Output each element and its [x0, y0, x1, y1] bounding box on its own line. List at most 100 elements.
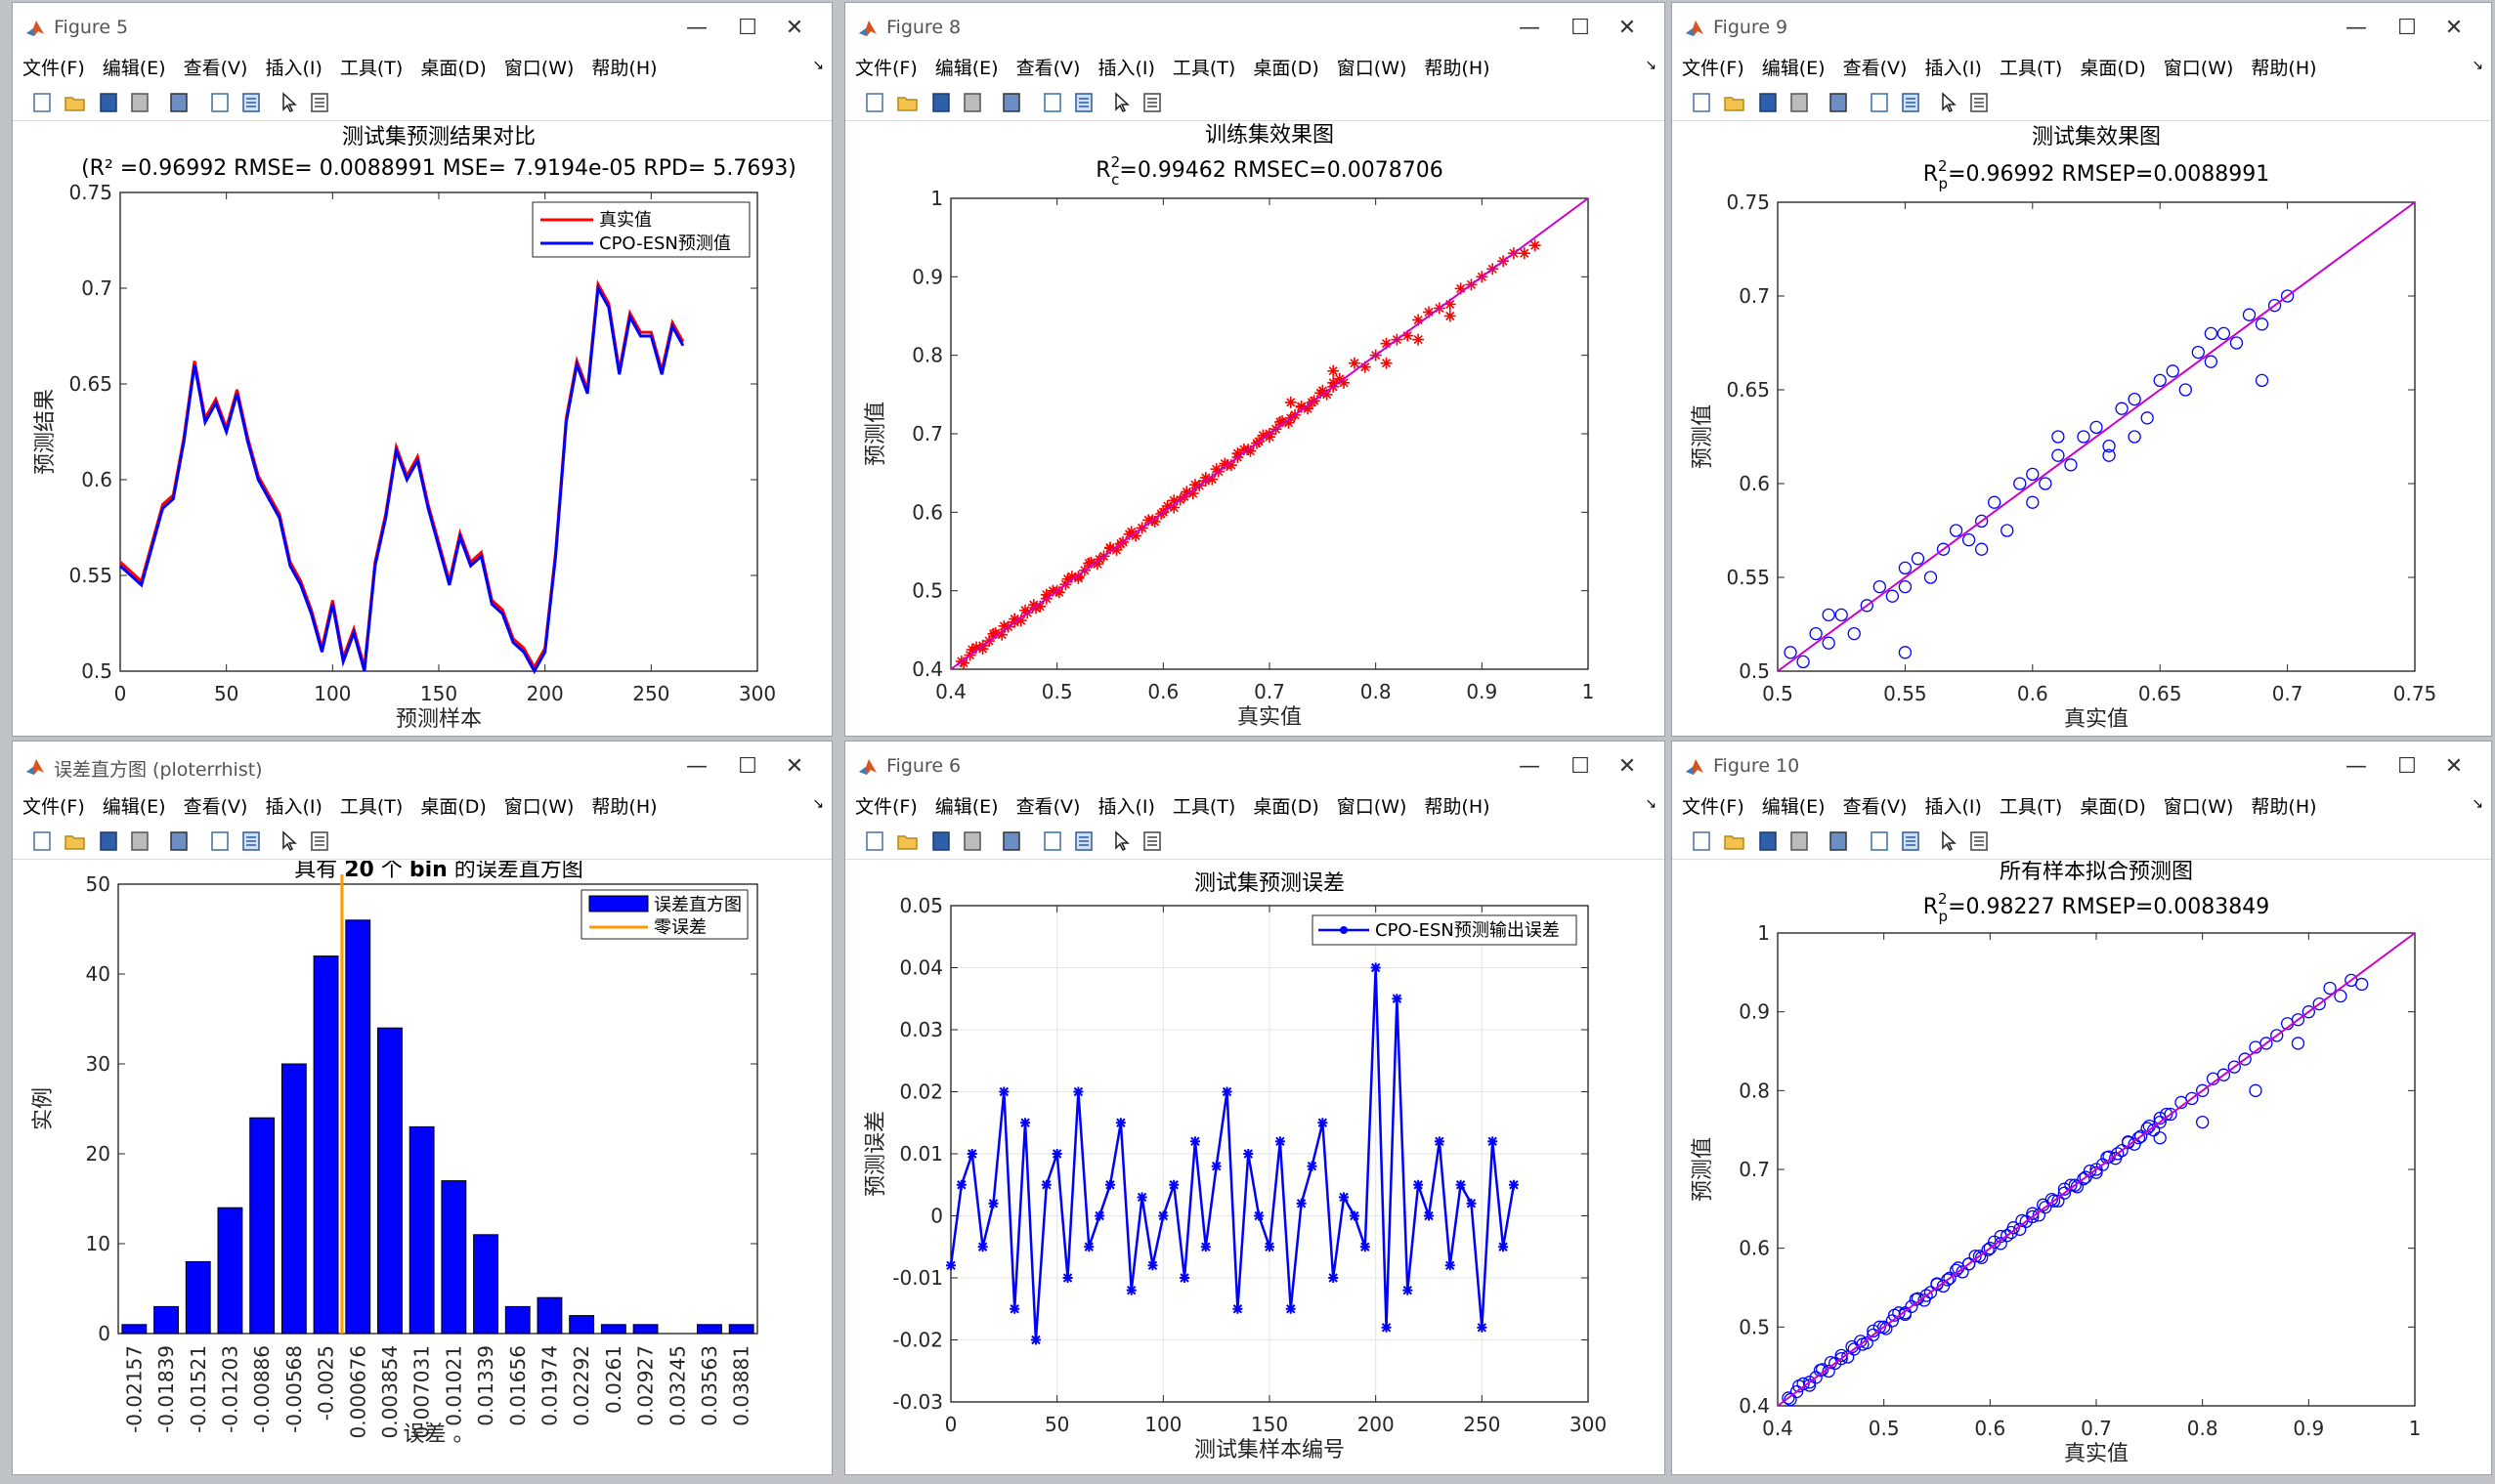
print-preview-icon[interactable]: [1827, 91, 1850, 114]
new-file-icon[interactable]: [863, 829, 886, 853]
plot-svg[interactable]: 测试集预测误差 0 50 100 150 200 250 300 -0.03 -0.02 -0.01…: [845, 861, 1665, 1475]
save-icon[interactable]: [929, 829, 953, 853]
menu-item-2[interactable]: 查看(V): [1842, 796, 1908, 818]
menu-item-7[interactable]: 帮助(H): [591, 58, 658, 79]
print-preview-icon[interactable]: [1000, 91, 1023, 114]
dock-arrow-icon[interactable]: ↘: [2472, 796, 2483, 812]
menu-item-2[interactable]: 查看(V): [1015, 796, 1081, 818]
menu-item-2[interactable]: 查看(V): [1015, 58, 1081, 79]
dock-arrow-icon[interactable]: ↘: [1645, 796, 1656, 812]
menu-item-5[interactable]: 桌面(D): [420, 58, 487, 79]
close-button[interactable]: ✕: [785, 754, 804, 779]
menu-item-5[interactable]: 桌面(D): [2080, 796, 2146, 818]
save-icon[interactable]: [1756, 829, 1780, 853]
new-file-icon[interactable]: [30, 91, 54, 114]
maximize-button[interactable]: ☐: [738, 16, 757, 40]
print-preview-icon[interactable]: [1000, 829, 1023, 853]
minimize-button[interactable]: —: [2345, 754, 2367, 779]
plot-svg[interactable]: 训练集效果图 R2 c=0.99462 RMSEC=0.0078706 0.4 0.5 0…: [845, 122, 1665, 737]
insert-colorbar-icon[interactable]: [1868, 91, 1891, 114]
menu-item-6[interactable]: 窗口(W): [1336, 58, 1407, 79]
menu-item-0[interactable]: 文件(F): [22, 796, 85, 818]
menu-item-4[interactable]: 工具(T): [1999, 796, 2063, 818]
menu-item-1[interactable]: 编辑(E): [102, 58, 166, 79]
save-icon[interactable]: [1756, 91, 1780, 114]
menu-item-4[interactable]: 工具(T): [339, 796, 404, 818]
insert-colorbar-icon[interactable]: [1868, 829, 1891, 853]
print-icon[interactable]: [1787, 829, 1811, 853]
error-histogram-window[interactable]: 误差直方图 (ploterrhist) — ☐ ✕ 文件(F) 编辑(E) 查看(V) 插入(…: [12, 741, 833, 1475]
property-inspector-icon[interactable]: [1967, 91, 1991, 114]
insert-colorbar-icon[interactable]: [1041, 829, 1064, 853]
maximize-button[interactable]: ☐: [1570, 754, 1590, 779]
save-icon[interactable]: [929, 91, 953, 114]
figure-5-window[interactable]: Figure 5 — ☐ ✕ 文件(F) 编辑(E) 查看(V) 插入(I) 工具(T) 桌面(D…: [12, 2, 833, 737]
figure-6-window[interactable]: Figure 6 — ☐ ✕ 文件(F) 编辑(E) 查看(V) 插入(I) 工具(T) 桌面(D…: [844, 741, 1665, 1475]
plot-svg[interactable]: 具有 20 个 bin 的误差直方图01020304050实例-0.02157-…: [13, 858, 833, 1475]
menu-item-3[interactable]: 插入(I): [265, 58, 323, 79]
menu-item-4[interactable]: 工具(T): [339, 58, 404, 79]
new-file-icon[interactable]: [863, 91, 886, 114]
insert-legend-icon[interactable]: [1899, 829, 1922, 853]
dock-arrow-icon[interactable]: ↘: [812, 796, 824, 812]
maximize-button[interactable]: ☐: [738, 754, 757, 779]
plot-svg[interactable]: 测试集效果图 R2 p=0.96992 RMSEP=0.0088991 0.5 0.55…: [1672, 122, 2492, 737]
menu-item-1[interactable]: 编辑(E): [1761, 796, 1826, 818]
menu-item-4[interactable]: 工具(T): [1172, 796, 1236, 818]
close-button[interactable]: ✕: [2444, 16, 2464, 40]
menu-item-6[interactable]: 窗口(W): [503, 796, 575, 818]
menu-item-5[interactable]: 桌面(D): [1253, 796, 1319, 818]
menu-item-3[interactable]: 插入(I): [1924, 58, 1982, 79]
menu-item-7[interactable]: 帮助(H): [2251, 58, 2317, 79]
menu-item-0[interactable]: 文件(F): [1682, 796, 1744, 818]
menu-item-0[interactable]: 文件(F): [1682, 58, 1744, 79]
dock-arrow-icon[interactable]: ↘: [1645, 58, 1656, 73]
print-preview-icon[interactable]: [167, 829, 191, 853]
minimize-button[interactable]: —: [686, 754, 708, 779]
menu-item-3[interactable]: 插入(I): [1924, 796, 1982, 818]
menu-item-6[interactable]: 窗口(W): [2163, 796, 2234, 818]
menu-item-5[interactable]: 桌面(D): [2080, 58, 2146, 79]
minimize-button[interactable]: —: [1519, 16, 1540, 40]
print-icon[interactable]: [961, 829, 984, 853]
menu-item-1[interactable]: 编辑(E): [934, 58, 999, 79]
menu-item-5[interactable]: 桌面(D): [420, 796, 487, 818]
new-file-icon[interactable]: [1690, 829, 1713, 853]
menu-item-3[interactable]: 插入(I): [265, 796, 323, 818]
print-icon[interactable]: [128, 91, 151, 114]
menu-item-5[interactable]: 桌面(D): [1253, 58, 1319, 79]
menu-item-6[interactable]: 窗口(W): [503, 58, 575, 79]
menu-item-1[interactable]: 编辑(E): [934, 796, 999, 818]
close-button[interactable]: ✕: [785, 16, 804, 40]
menu-item-2[interactable]: 查看(V): [1842, 58, 1908, 79]
legend[interactable]: CPO-ESN预测输出误差: [1312, 914, 1577, 946]
insert-legend-icon[interactable]: [1072, 829, 1096, 853]
property-inspector-icon[interactable]: [1967, 829, 1991, 853]
menu-item-2[interactable]: 查看(V): [183, 796, 248, 818]
close-button[interactable]: ✕: [2444, 754, 2464, 779]
maximize-button[interactable]: ☐: [2397, 16, 2417, 40]
dock-arrow-icon[interactable]: ↘: [812, 58, 824, 73]
menu-item-7[interactable]: 帮助(H): [1424, 58, 1490, 79]
save-icon[interactable]: [97, 829, 120, 853]
open-folder-icon[interactable]: [1723, 829, 1746, 853]
print-icon[interactable]: [1787, 91, 1811, 114]
menu-item-7[interactable]: 帮助(H): [2251, 796, 2317, 818]
save-icon[interactable]: [97, 91, 120, 114]
edit-plot-icon[interactable]: [279, 829, 302, 853]
menu-item-7[interactable]: 帮助(H): [1424, 796, 1490, 818]
edit-plot-icon[interactable]: [1938, 91, 1961, 114]
close-button[interactable]: ✕: [1617, 16, 1637, 40]
open-folder-icon[interactable]: [896, 829, 920, 853]
insert-colorbar-icon[interactable]: [1041, 91, 1064, 114]
maximize-button[interactable]: ☐: [2397, 754, 2417, 779]
minimize-button[interactable]: —: [1519, 754, 1540, 779]
new-file-icon[interactable]: [30, 829, 54, 853]
dock-arrow-icon[interactable]: ↘: [2472, 58, 2483, 73]
axes-box[interactable]: [119, 191, 758, 672]
insert-legend-icon[interactable]: [1072, 91, 1096, 114]
open-folder-icon[interactable]: [1723, 91, 1746, 114]
